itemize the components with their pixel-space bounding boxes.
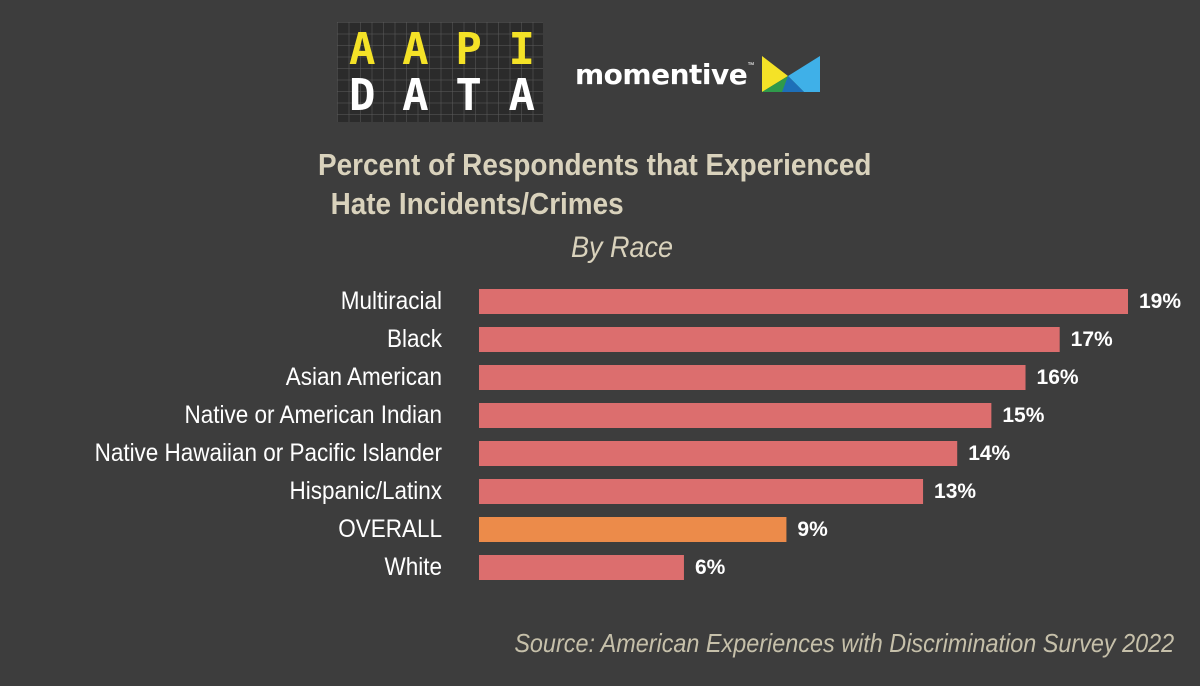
momentive-wordmark: momentive — [575, 57, 748, 91]
value-label: 17% — [1071, 328, 1113, 351]
trademark-mark: ™ — [747, 62, 755, 69]
value-label: 13% — [934, 480, 976, 503]
aapi-letter: D — [349, 70, 376, 121]
aapi-logo-line1: A A P I — [349, 28, 535, 72]
category-label: Asian American — [286, 363, 442, 391]
aapi-logo-line2: D A T A — [349, 74, 535, 118]
value-label: 14% — [968, 442, 1010, 465]
chart-title-line1: Percent of Respondents that Experienced — [318, 147, 872, 182]
aapi-data-logo: A A P I D A T A — [337, 22, 543, 122]
category-label: OVERALL — [338, 515, 442, 543]
chart-title: Percent of Respondents that Experienced … — [318, 145, 948, 223]
aapi-letter: A — [349, 24, 376, 75]
category-label: Hispanic/Latinx — [290, 477, 443, 505]
bar — [479, 403, 992, 428]
bar — [479, 555, 684, 580]
aapi-letter: A — [402, 24, 429, 75]
value-label: 15% — [1002, 404, 1044, 427]
aapi-letter: I — [508, 24, 535, 75]
bar — [479, 289, 1128, 314]
category-label: White — [385, 553, 442, 581]
category-label: Native Hawaiian or Pacific Islander — [95, 439, 442, 467]
category-label: Native or American Indian — [185, 401, 442, 429]
aapi-letter: P — [455, 24, 482, 75]
bar — [479, 517, 787, 542]
value-label: 6% — [695, 556, 726, 579]
bar — [479, 479, 924, 504]
aapi-letter: T — [455, 70, 482, 121]
category-label: Black — [387, 325, 442, 353]
bar — [479, 365, 1026, 390]
category-label: Multiracial — [341, 287, 442, 315]
aapi-letter: A — [402, 70, 429, 121]
chart-subtitle: By Race — [571, 231, 674, 264]
value-label: 16% — [1037, 366, 1079, 389]
aapi-letter: A — [508, 70, 535, 121]
value-label: 9% — [797, 518, 828, 541]
bar — [479, 327, 1060, 352]
chart-title-line2: Hate Incidents/Crimes — [330, 186, 624, 221]
bar — [479, 441, 958, 466]
source-note: Source: American Experiences with Discri… — [514, 628, 1174, 658]
momentive-mark-icon — [762, 56, 821, 92]
value-label: 19% — [1139, 290, 1181, 313]
momentive-logo: momentive ™ — [575, 52, 821, 96]
